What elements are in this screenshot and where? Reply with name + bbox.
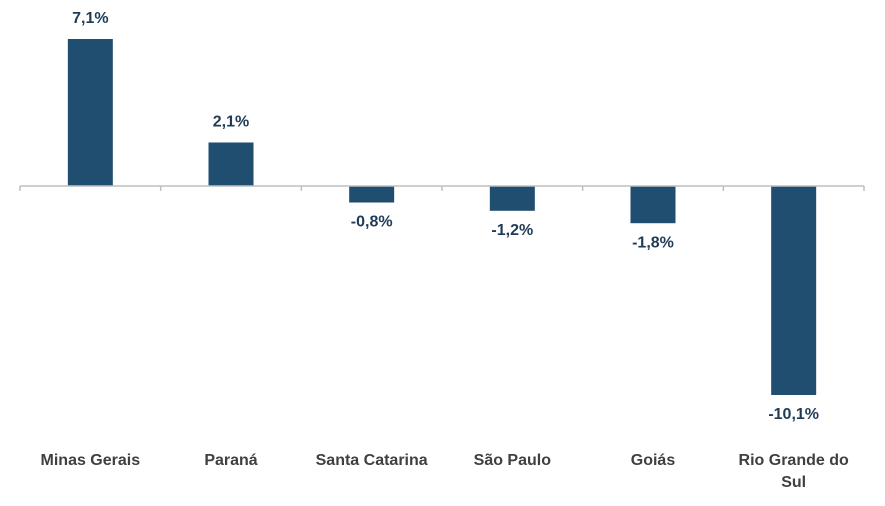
x-tick-label: Santa Catarina [315,452,428,469]
x-tick-label: São Paulo [473,452,551,469]
x-tick-label: Goiás [630,452,676,469]
bar [630,185,676,224]
value-label: -1,8% [632,234,674,251]
bar [349,185,395,203]
bar [489,185,535,211]
value-label: -1,2% [491,222,533,239]
value-label: 2,1% [213,114,249,131]
bar [771,185,817,395]
bar [67,39,113,186]
value-label: -0,8% [351,214,393,231]
value-label: 7,1% [72,10,108,27]
x-tick-label: Minas Gerais [40,452,141,469]
x-tick-label: Rio Grande do Sul [738,452,849,491]
x-tick-label: Paraná [204,452,258,469]
value-label: -10,1% [768,406,819,423]
bar [208,142,254,186]
